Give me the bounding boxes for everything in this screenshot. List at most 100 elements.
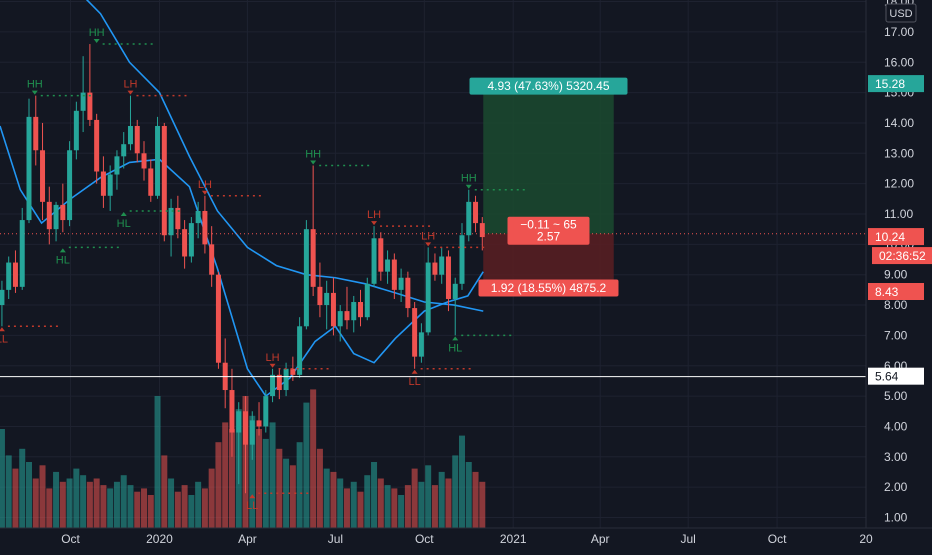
price-tick-label: 17.00 [884, 25, 914, 39]
position-info-text: −0.11 ~ 65 [520, 218, 577, 232]
volume-bar [19, 448, 26, 528]
volume-bar [188, 495, 195, 528]
volume-bar [283, 458, 290, 528]
pivot-label: HL [117, 218, 131, 230]
candle-body [330, 292, 336, 327]
candle-body [46, 201, 52, 230]
volume-bar [107, 488, 114, 528]
price-tick-label: 16.00 [884, 55, 914, 69]
candle-body [188, 223, 194, 257]
candle-body [310, 229, 316, 287]
candle-body [290, 368, 296, 375]
pivot-marker [371, 221, 378, 226]
time-tick-label: Oct [61, 532, 80, 546]
volume-bar [343, 488, 350, 528]
volume-bar [32, 478, 39, 528]
candle-body [270, 374, 276, 397]
candle-body [94, 119, 100, 172]
profit-zone [483, 84, 614, 234]
volume-bar [276, 448, 283, 528]
candle-body [121, 144, 127, 157]
time-tick-label: 2021 [500, 532, 527, 546]
volume-bar [174, 491, 181, 528]
volume-bar [249, 415, 256, 528]
pivot-label: HL [56, 254, 70, 266]
candle-body [276, 374, 282, 391]
time-tick-label: Jul [328, 532, 343, 546]
volume-bar [371, 462, 378, 528]
volume-bar [479, 481, 486, 528]
pivot-label: LH [123, 79, 137, 91]
candle-body [452, 283, 458, 299]
position-info-text: 2.57 [537, 230, 561, 244]
price-tick-label: 8.00 [884, 298, 908, 312]
candle-body [337, 311, 343, 327]
axis-price-badge [868, 367, 924, 385]
candle-body [263, 396, 269, 427]
pivot-marker [452, 336, 459, 341]
price-tick-label: 3.00 [884, 450, 908, 464]
pivot-marker [93, 39, 100, 44]
axis-price-text: 10.24 [875, 230, 905, 244]
time-axis-bg [0, 528, 932, 550]
pivot-label: LH [266, 352, 280, 364]
pivot-label: LL [409, 376, 421, 388]
volume-bar [208, 468, 215, 528]
pivot-marker [201, 190, 208, 195]
candle-body [358, 302, 364, 318]
candle-body [236, 411, 242, 433]
price-tick-label: 13.00 [884, 146, 914, 160]
pivot-label: HH [27, 79, 43, 91]
candle-body [317, 286, 323, 306]
volume-bar [215, 442, 222, 528]
candle-body [371, 238, 377, 284]
candle-body [385, 259, 391, 272]
volume-bar [296, 442, 303, 528]
pivot-label: HH [461, 173, 477, 185]
loss-label-text: 1.92 (18.55%) 4875.2 [491, 281, 607, 295]
axis-price-text: 02:36:52 [879, 249, 926, 263]
volume-bar [411, 468, 418, 528]
candle-body [466, 201, 472, 236]
loss-label-box [478, 279, 619, 297]
volume-bar [5, 455, 12, 528]
axis-price-text: 8.43 [875, 285, 899, 299]
volume-bar [195, 481, 202, 528]
candle-body [209, 244, 215, 275]
candle-body [283, 368, 289, 391]
candle-body [33, 116, 39, 151]
candle-body [256, 420, 262, 427]
volume-bar [80, 475, 87, 528]
time-tick-label: 20 [859, 532, 873, 546]
candle-body [195, 210, 201, 224]
candle-body [73, 110, 79, 151]
volume-bar [310, 389, 317, 528]
price-tick-label: 2.00 [884, 480, 908, 494]
candle-body [459, 235, 465, 284]
candle-body [391, 259, 397, 290]
candle-body [40, 150, 46, 202]
volume-bar [168, 478, 175, 528]
candle-body [168, 207, 174, 236]
candle-body [445, 256, 451, 299]
pivot-label: HH [89, 27, 105, 39]
candle-body [202, 210, 208, 245]
candle-body [19, 220, 25, 287]
volume-bar [350, 481, 357, 528]
candle-body [0, 289, 5, 306]
volume-bar [59, 481, 66, 528]
axis-price-badge [868, 282, 924, 300]
price-tick-label: 5.00 [884, 389, 908, 403]
volume-bar [228, 429, 235, 528]
price-tick-label: 14.00 [884, 116, 914, 130]
pivot-label: HH [305, 148, 321, 160]
pivot-marker [127, 90, 134, 95]
candle-body [405, 277, 411, 309]
candle-body [114, 156, 120, 175]
volume-bar [66, 478, 73, 528]
volume-bar [86, 481, 93, 528]
volume-bar [404, 485, 411, 528]
volume-bar [12, 468, 19, 528]
candle-body [412, 308, 418, 357]
